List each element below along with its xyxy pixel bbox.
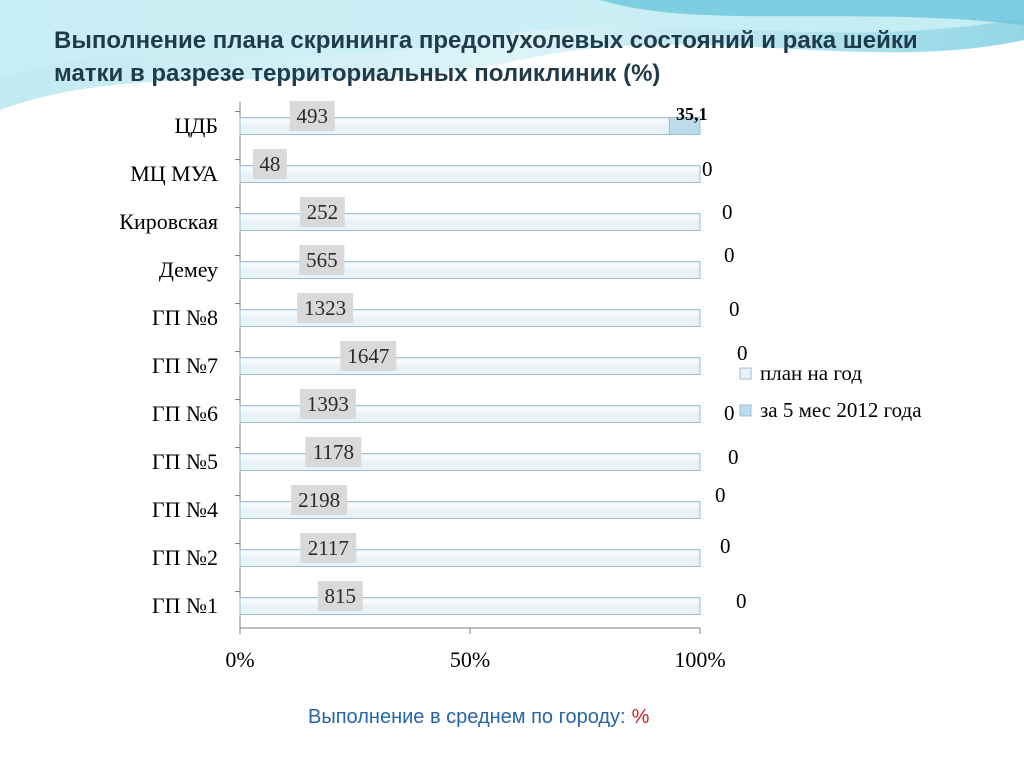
plan-label-box — [291, 485, 348, 515]
plan-label-box — [289, 101, 335, 131]
category-label: ГП №7 — [152, 353, 218, 378]
bar-plan-highlight — [241, 215, 699, 220]
bar-actual — [668, 117, 701, 135]
x-tick-label: 50% — [450, 647, 490, 672]
plan-value-label: 1178 — [313, 440, 354, 464]
plan-label-box — [305, 437, 362, 467]
actual-value-label: 0 — [737, 341, 748, 365]
category-label: Кировская — [119, 209, 218, 234]
plan-label-box — [297, 293, 354, 323]
plan-value-label: 1393 — [307, 392, 349, 416]
plan-label-box — [252, 149, 287, 179]
bar-plan-highlight — [241, 263, 699, 268]
plan-label-box — [300, 533, 357, 563]
plan-value-label: 252 — [307, 200, 339, 224]
plan-label-box — [299, 197, 345, 227]
bar-plan-highlight — [241, 503, 699, 508]
bar-plan-highlight — [241, 119, 669, 124]
actual-value-label: 35,1 — [676, 104, 708, 124]
actual-value-label: 0 — [729, 297, 740, 321]
city-average-footer: Выполнение в среднем по городу:% — [308, 706, 649, 729]
legend-swatch — [739, 404, 752, 417]
category-label: ЦДБ — [174, 113, 218, 138]
bar-plan-highlight — [241, 599, 699, 604]
x-tick-label: 100% — [674, 647, 725, 672]
actual-value-label: 0 — [724, 243, 735, 267]
plan-value-label: 565 — [306, 248, 338, 272]
actual-value-label: 0 — [702, 157, 713, 181]
plan-value-label: 2117 — [308, 536, 349, 560]
actual-value-label: 0 — [722, 200, 733, 224]
plan-value-label: 815 — [325, 584, 357, 608]
bar-plan-highlight — [241, 311, 699, 316]
bar-plan-highlight — [241, 551, 699, 556]
plan-value-label: 1323 — [304, 296, 346, 320]
footer-value: % — [631, 706, 650, 728]
plan-value-label: 1647 — [347, 344, 389, 368]
actual-value-label: 0 — [728, 445, 739, 469]
category-label: Демеу — [159, 257, 218, 282]
legend-swatch — [739, 367, 752, 380]
bar-chart: 0% 50% 100% ЦДБ 493 35,1 МЦ МУА 48 0 Кировская 252… — [119, 101, 922, 672]
plan-value-label: 493 — [296, 104, 328, 128]
plan-label-box — [340, 341, 397, 371]
actual-value-label: 0 — [715, 483, 726, 507]
actual-value-label: 0 — [724, 401, 735, 425]
category-label: ГП №2 — [152, 545, 218, 570]
bar-plan-highlight — [241, 359, 699, 364]
actual-value-label: 0 — [736, 589, 747, 613]
footer-text: Выполнение в среднем по городу: — [308, 706, 626, 728]
header-wave-decoration — [0, 0, 1024, 110]
actual-value-label: 0 — [720, 534, 731, 558]
plan-value-label: 2198 — [298, 488, 340, 512]
plan-label-box — [299, 389, 356, 419]
bar-plan-highlight — [241, 455, 699, 460]
category-label: ГП №5 — [152, 449, 218, 474]
plan-value-label: 48 — [259, 152, 280, 176]
category-label: ГП №4 — [152, 497, 218, 522]
category-label: МЦ МУА — [130, 161, 218, 186]
legend-label: план на год — [760, 361, 862, 385]
category-label: ГП №8 — [152, 305, 218, 330]
x-tick-label: 0% — [225, 647, 254, 672]
plan-label-box — [299, 245, 345, 275]
slide-title: Выполнение плана скрининга предопухолевы… — [54, 27, 918, 87]
plan-label-box — [317, 581, 363, 611]
legend-label: за 5 мес 2012 года — [760, 398, 922, 422]
category-label: ГП №6 — [152, 401, 218, 426]
bar-plan-highlight — [241, 407, 699, 412]
category-label: ГП №1 — [152, 593, 218, 618]
bar-plan-highlight — [241, 167, 699, 172]
